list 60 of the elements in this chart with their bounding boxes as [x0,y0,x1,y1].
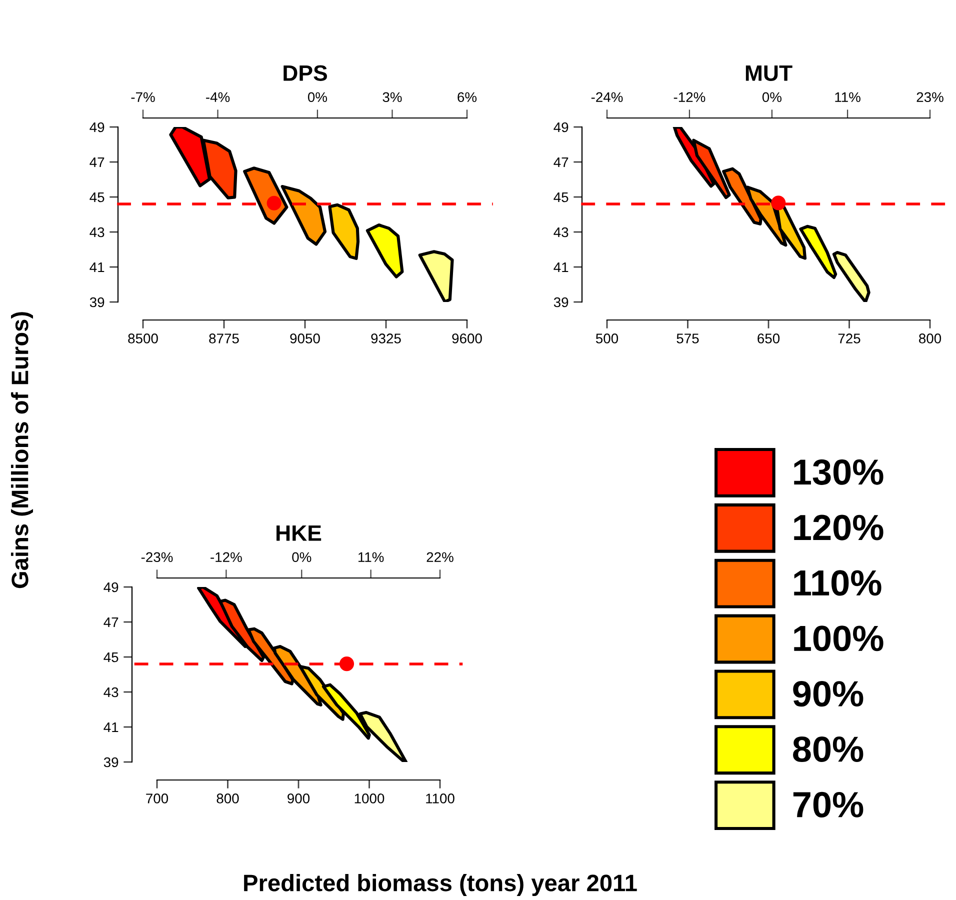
legend-label: 90% [793,681,864,707]
x-tick-label: 725 [838,334,860,344]
y-tick-label: 41 [554,262,568,272]
y-tick-label: 43 [90,227,104,238]
x-tick-label: 575 [676,334,699,344]
x2-tick-label: 0% [308,92,328,102]
x-axis-title: Predicted biomass (tons) year 2011 [244,874,637,896]
y-axis-title: Gains (Millions of Euros) [10,312,34,588]
legend-label: 80% [793,736,864,762]
y-tick-label: 47 [104,617,118,628]
legend-label: 120% [794,514,884,540]
x-tick-label: 8775 [209,334,239,344]
y-tick-label: 45 [554,192,568,202]
x2-tick-label: -12% [210,552,242,562]
x2-tick-label: 22% [426,552,454,562]
x-tick-label: 8500 [128,334,158,344]
y-tick-label: 47 [90,157,104,168]
y-tick-label: 39 [90,297,104,308]
x2-tick-label: -4% [206,92,230,102]
legend-label: 110% [794,570,882,596]
legend-label: 100% [794,626,884,652]
y-tick-label: 49 [104,582,118,592]
x-tick-label: 500 [596,334,618,344]
y-tick-label: 49 [90,122,104,132]
x2-tick-label: 11% [358,552,384,562]
x-tick-label: 9600 [452,334,482,344]
x-tick-label: 1100 [426,794,454,804]
chart-title: MUT [746,65,792,81]
x2-tick-label: 11% [835,92,860,102]
x2-tick-label: 0% [292,552,312,562]
legend-label: 70% [793,792,864,818]
x2-tick-label: -7% [131,92,155,102]
y-tick-label: 43 [104,687,118,698]
x2-tick-label: 3% [382,92,402,102]
x2-tick-label: 23% [916,92,944,102]
chart-title: DPS [284,65,327,81]
y-tick-label: 49 [554,122,568,132]
x-tick-label: 700 [146,794,168,804]
chart-title: HKE [276,525,322,541]
x2-tick-label: -24% [591,92,623,102]
x-tick-label: 9050 [290,334,320,344]
x-tick-label: 1000 [354,794,384,804]
x2-tick-label: -23% [141,552,173,562]
x2-tick-label: 0% [762,92,782,102]
y-tick-label: 45 [90,192,104,202]
y-tick-label: 41 [90,262,104,272]
y-tick-label: 47 [554,157,568,168]
x2-tick-label: -12% [674,92,706,102]
y-tick-label: 43 [554,227,568,238]
x-tick-label: 800 [216,794,239,804]
x-tick-label: 9325 [371,334,401,344]
y-tick-label: 39 [554,297,568,308]
y-tick-label: 41 [104,722,118,732]
x2-tick-label: 6% [458,92,477,102]
legend-label: 130% [794,459,884,485]
x-tick-label: 650 [758,334,780,344]
y-tick-label: 45 [104,652,118,662]
x-tick-label: 900 [288,794,310,804]
x-tick-label: 800 [919,334,942,344]
y-tick-label: 39 [104,757,118,768]
